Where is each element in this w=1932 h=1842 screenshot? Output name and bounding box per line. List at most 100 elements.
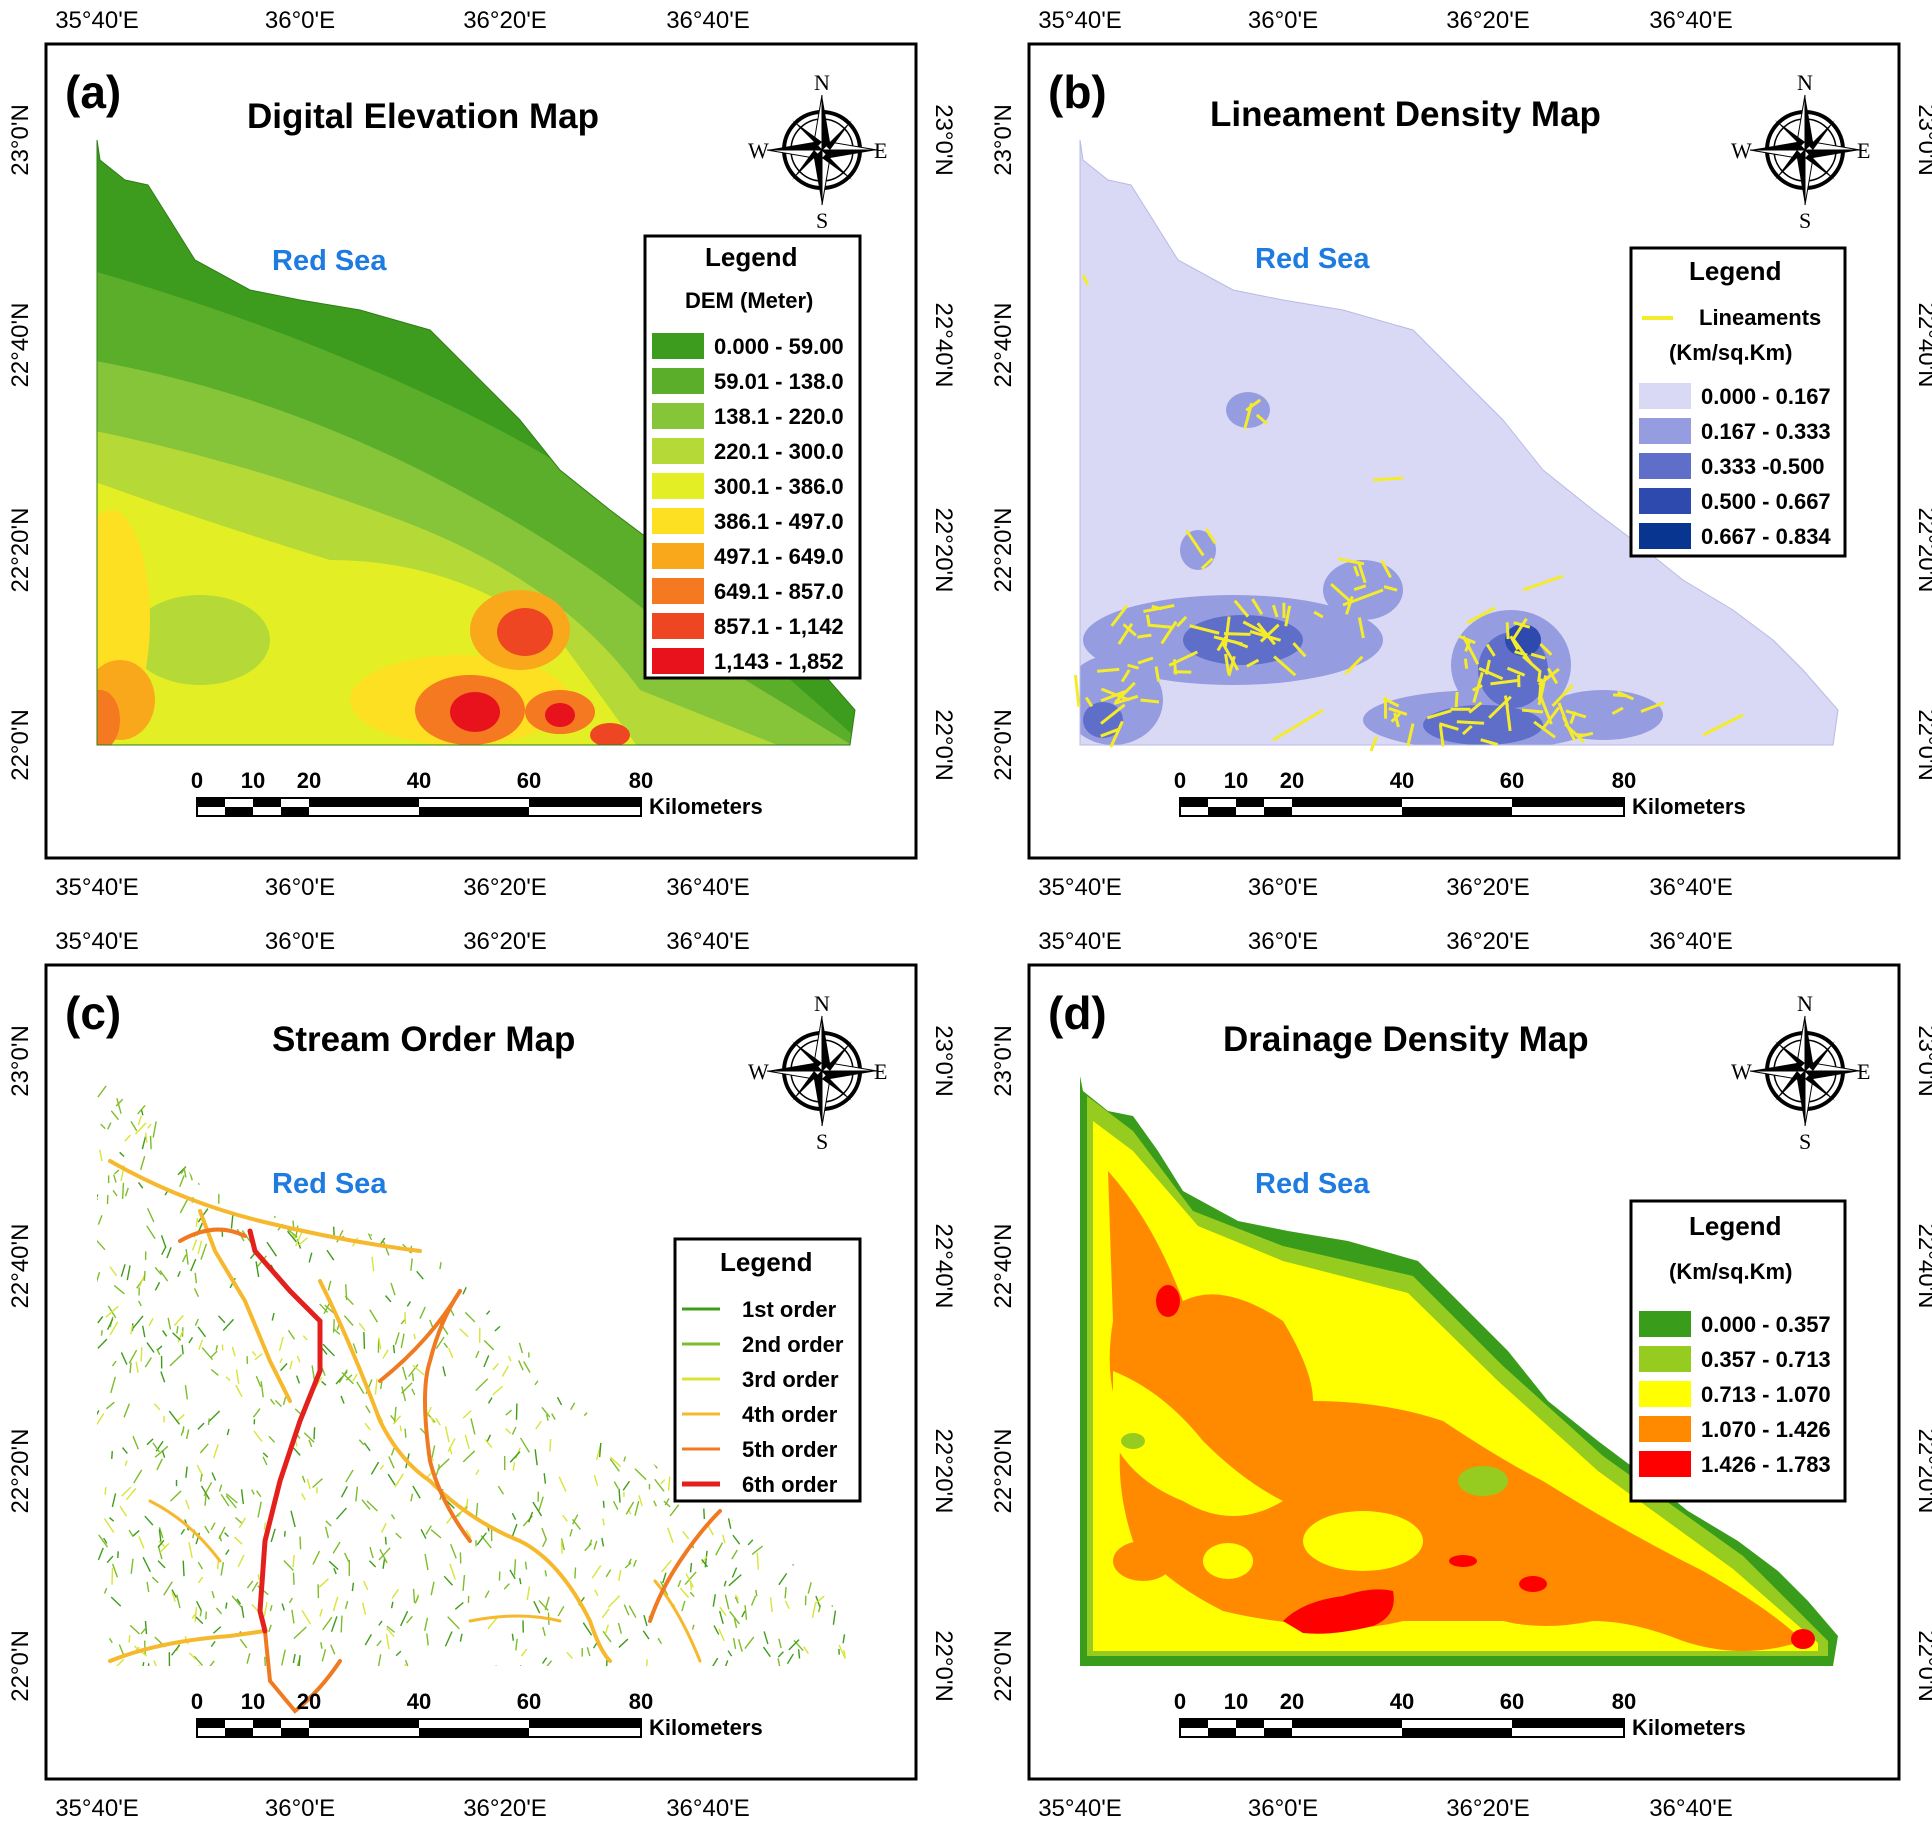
lat-tick-right: 22°40'N bbox=[930, 1224, 957, 1309]
scale-unit: Kilometers bbox=[649, 794, 763, 819]
legend-item-label: 1,143 - 1,852 bbox=[714, 649, 844, 674]
lon-tick-bottom: 36°40'E bbox=[666, 874, 750, 901]
legend-swatch bbox=[1639, 383, 1691, 409]
legend-item-label: 0.167 - 0.333 bbox=[1701, 419, 1831, 444]
scale-number: 0 bbox=[1174, 768, 1186, 793]
lat-tick-left: 22°40'N bbox=[7, 303, 34, 388]
scale-number: 80 bbox=[1612, 768, 1636, 793]
lon-tick-bottom: 35°40'E bbox=[1038, 1795, 1122, 1822]
legend-subtitle: (Km/sq.Km) bbox=[1669, 1259, 1792, 1284]
lat-tick-right: 22°0'N bbox=[1913, 1630, 1932, 1702]
legend-swatch bbox=[1639, 1416, 1691, 1442]
lon-tick-bottom: 36°20'E bbox=[1446, 1795, 1530, 1822]
legend-item-label: 59.01 - 138.0 bbox=[714, 369, 844, 394]
lon-tick-bottom: 36°0'E bbox=[265, 874, 335, 901]
legend-item-label: 4th order bbox=[742, 1402, 838, 1427]
compass-n: N bbox=[1797, 70, 1813, 95]
lon-tick-top: 35°40'E bbox=[55, 7, 139, 34]
lat-tick-right: 22°0'N bbox=[930, 1630, 957, 1702]
sea-label: Red Sea bbox=[272, 245, 387, 277]
legend-item-label: 0.000 - 0.357 bbox=[1701, 1312, 1831, 1337]
lat-tick-right: 22°20'N bbox=[1913, 1429, 1932, 1514]
legend-item-label: 0.667 - 0.834 bbox=[1701, 524, 1831, 549]
scale-unit: Kilometers bbox=[649, 1715, 763, 1740]
compass-w: W bbox=[1731, 138, 1752, 163]
panel-letter: (b) bbox=[1048, 66, 1107, 118]
lat-tick-right: 22°40'N bbox=[1913, 1224, 1932, 1309]
legend-swatch bbox=[652, 543, 704, 569]
legend-swatch bbox=[652, 648, 704, 674]
lat-tick-right: 23°0'N bbox=[1913, 104, 1932, 176]
lon-tick-top: 36°20'E bbox=[463, 928, 547, 955]
legend-swatch bbox=[1639, 418, 1691, 444]
scale-number: 20 bbox=[1280, 1689, 1304, 1714]
compass-e: E bbox=[874, 138, 887, 163]
scale-number: 40 bbox=[407, 768, 431, 793]
legend-item-label: 0.713 - 1.070 bbox=[1701, 1382, 1831, 1407]
lon-tick-top: 36°40'E bbox=[1649, 7, 1733, 34]
compass-e: E bbox=[874, 1059, 887, 1084]
panel-title: Lineament Density Map bbox=[1210, 95, 1601, 134]
legend-item-label: 138.1 - 220.0 bbox=[714, 404, 844, 429]
panel-lineament: (b) Lineament Density Map Red Sea N S E … bbox=[983, 0, 1932, 921]
lat-tick-right: 22°40'N bbox=[930, 303, 957, 388]
lon-tick-bottom: 36°20'E bbox=[463, 1795, 547, 1822]
compass-n: N bbox=[1797, 991, 1813, 1016]
legend-item-label: 649.1 - 857.0 bbox=[714, 579, 844, 604]
map-frame bbox=[44, 963, 918, 1781]
lon-tick-top: 36°20'E bbox=[463, 7, 547, 34]
legend-swatch bbox=[652, 368, 704, 394]
legend-item-label: 1.426 - 1.783 bbox=[1701, 1452, 1831, 1477]
panel-letter: (c) bbox=[65, 987, 121, 1039]
lon-tick-bottom: 36°20'E bbox=[1446, 874, 1530, 901]
lat-tick-left: 22°0'N bbox=[990, 1630, 1017, 1702]
panel-drainage-density: (d) Drainage Density Map Red Sea N S E W… bbox=[983, 921, 1932, 1842]
lat-tick-right: 22°20'N bbox=[1913, 508, 1932, 593]
compass-rose-icon: N S E W bbox=[748, 991, 887, 1154]
lon-tick-bottom: 36°40'E bbox=[1649, 1795, 1733, 1822]
lat-tick-left: 22°0'N bbox=[7, 1630, 34, 1702]
lon-tick-top: 36°0'E bbox=[1248, 7, 1318, 34]
compass-rose-icon: N S E W bbox=[1731, 991, 1870, 1154]
compass-w: W bbox=[748, 138, 769, 163]
legend-title: Legend bbox=[720, 1247, 812, 1277]
scale-number: 60 bbox=[1500, 768, 1524, 793]
compass-s: S bbox=[816, 1129, 828, 1154]
legend-item-label: 5th order bbox=[742, 1437, 838, 1462]
lon-tick-top: 36°20'E bbox=[1446, 928, 1530, 955]
compass-n: N bbox=[814, 991, 830, 1016]
compass-s: S bbox=[816, 208, 828, 233]
compass-w: W bbox=[1731, 1059, 1752, 1084]
lat-tick-left: 22°20'N bbox=[990, 1429, 1017, 1514]
scale-bar: 0 10 20 40 60 80 Kilometers bbox=[191, 768, 763, 819]
scale-number: 10 bbox=[1224, 1689, 1248, 1714]
lon-tick-bottom: 36°0'E bbox=[265, 1795, 335, 1822]
legend: Legend 1st order 2nd order 3rd order 4th or… bbox=[673, 1237, 862, 1503]
legend: Legend DEM (Meter) 0.000 - 59.00 59.01 - … bbox=[643, 234, 862, 680]
scale-unit: Kilometers bbox=[1632, 1715, 1746, 1740]
scale-number: 40 bbox=[1390, 1689, 1414, 1714]
lon-tick-top: 35°40'E bbox=[55, 928, 139, 955]
legend-item-label: 1st order bbox=[742, 1297, 837, 1322]
compass-s: S bbox=[1799, 208, 1811, 233]
lat-tick-left: 22°40'N bbox=[990, 1224, 1017, 1309]
panel-stream-order: (c) Stream Order Map Red Sea N S E W Leg… bbox=[0, 921, 966, 1842]
lon-tick-top: 36°0'E bbox=[1248, 928, 1318, 955]
legend: Legend Lineaments (Km/sq.Km) 0.000 - 0.1… bbox=[1629, 246, 1847, 558]
lon-tick-top: 36°40'E bbox=[1649, 928, 1733, 955]
legend-item-label: 0.500 - 0.667 bbox=[1701, 489, 1831, 514]
lon-tick-top: 36°40'E bbox=[666, 928, 750, 955]
lat-tick-left: 22°20'N bbox=[7, 508, 34, 593]
lat-tick-left: 23°0'N bbox=[7, 1025, 34, 1097]
scale-number: 0 bbox=[191, 768, 203, 793]
lineament-lines bbox=[1073, 274, 1744, 752]
legend-title: Legend bbox=[1689, 256, 1781, 286]
scale-number: 20 bbox=[297, 1689, 321, 1714]
lat-tick-right: 23°0'N bbox=[1913, 1025, 1932, 1097]
legend-item-label: 220.1 - 300.0 bbox=[714, 439, 844, 464]
scale-number: 60 bbox=[1500, 1689, 1524, 1714]
sea-label: Red Sea bbox=[272, 1168, 387, 1200]
compass-n: N bbox=[814, 70, 830, 95]
legend-item-label: 0.000 - 59.00 bbox=[714, 334, 844, 359]
legend-line-label: Lineaments bbox=[1699, 305, 1821, 330]
